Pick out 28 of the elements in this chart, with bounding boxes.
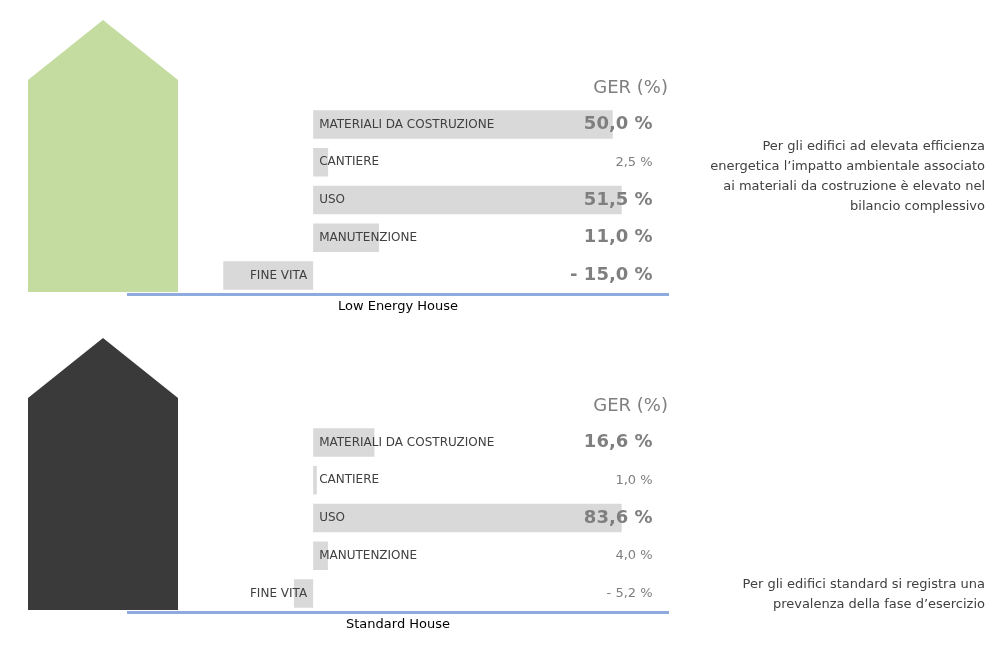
data-label: 51,5 % [583, 187, 653, 209]
data-label: - 15,0 % [570, 263, 653, 285]
category-label: MATERIALI DA COSTRUZIONE [319, 434, 495, 449]
category-label: USO [319, 192, 345, 207]
text: Per gli edifici ad elevata efficienza energetica l’impatto ambientale associato ai materiali da costruzione è elevato nel bilancio complessivo [709, 137, 985, 215]
category-label: USO [319, 510, 345, 525]
chart-title: GER (%) [593, 76, 668, 98]
data-label: 11,0 % [583, 225, 653, 247]
bar [313, 466, 317, 495]
x-axis-title: Low Energy House [337, 297, 459, 313]
category-label: FINE VITA [249, 585, 308, 600]
x-axis-title: Standard House [345, 615, 451, 631]
data-label: 50,0 % [583, 112, 653, 134]
category-label: MATERIALI DA COSTRUZIONE [319, 116, 495, 131]
chart-title: GER (%) [593, 394, 668, 416]
category-label: MANUTENZIONE [319, 547, 418, 562]
data-label: - 5,2 % [606, 584, 653, 600]
text: Per gli edifici standard si registra una prevalenza della fase d’esercizio [741, 575, 985, 613]
data-label: 1,0 % [615, 471, 653, 487]
category-label: FINE VITA [249, 267, 308, 282]
data-label: 4,0 % [615, 547, 653, 563]
category-label: MANUTENZIONE [319, 229, 418, 244]
data-label: 2,5 % [615, 153, 653, 169]
data-label: 83,6 % [583, 505, 653, 527]
category-label: CANTIERE [319, 154, 380, 169]
data-label: 16,6 % [583, 430, 653, 452]
bar [223, 261, 314, 290]
category-label: CANTIERE [319, 472, 380, 487]
